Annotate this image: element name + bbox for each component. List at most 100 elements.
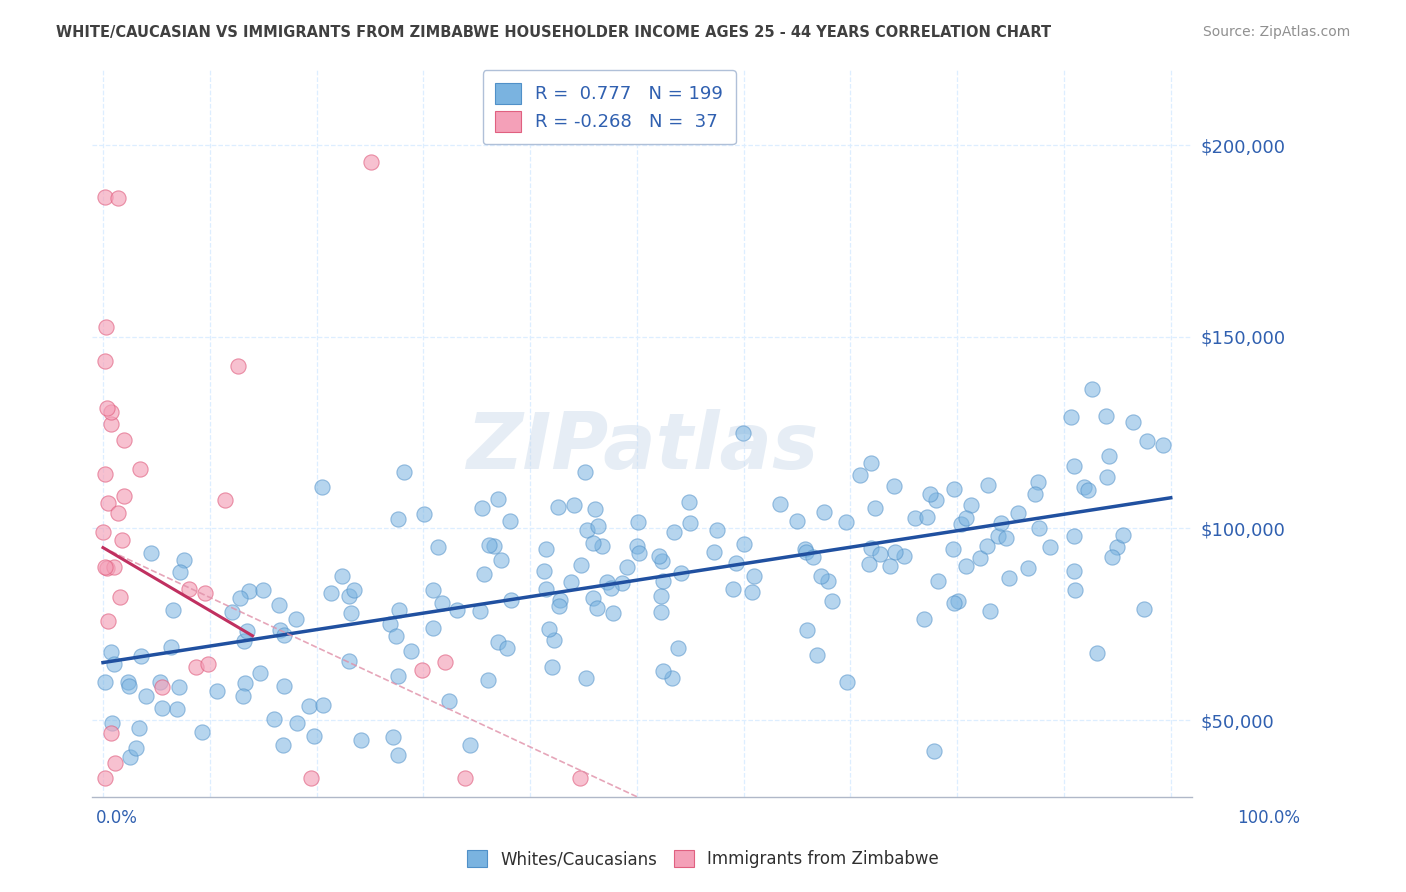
Point bbox=[1077, 483, 1099, 497]
Point bbox=[1097, 469, 1119, 483]
Point bbox=[103, 559, 125, 574]
Point bbox=[100, 644, 122, 658]
Point bbox=[169, 565, 191, 579]
Point bbox=[427, 540, 450, 554]
Point bbox=[343, 582, 366, 597]
Point bbox=[821, 594, 844, 608]
Point bbox=[678, 495, 700, 509]
Point bbox=[100, 405, 122, 419]
Point bbox=[1026, 475, 1049, 489]
Point bbox=[129, 648, 152, 663]
Point bbox=[769, 497, 792, 511]
Point bbox=[540, 659, 562, 673]
Point bbox=[173, 553, 195, 567]
Point bbox=[793, 541, 815, 556]
Point bbox=[650, 605, 672, 619]
Point bbox=[583, 502, 606, 516]
Point bbox=[108, 590, 131, 604]
Point bbox=[796, 545, 818, 559]
Point bbox=[319, 586, 342, 600]
Point bbox=[350, 732, 373, 747]
Point bbox=[706, 523, 728, 537]
Point bbox=[166, 702, 188, 716]
Point bbox=[252, 583, 274, 598]
Point bbox=[312, 698, 335, 712]
Point bbox=[927, 574, 949, 589]
Point bbox=[378, 617, 401, 632]
Point bbox=[94, 354, 117, 368]
Point bbox=[1136, 434, 1159, 449]
Point bbox=[160, 640, 183, 655]
Point bbox=[591, 539, 613, 553]
Point bbox=[100, 725, 122, 739]
Point bbox=[184, 660, 207, 674]
Point bbox=[1122, 415, 1144, 429]
Point bbox=[596, 574, 619, 589]
Point bbox=[786, 514, 808, 528]
Point bbox=[547, 500, 569, 515]
Point bbox=[602, 606, 624, 620]
Point bbox=[297, 698, 319, 713]
Point bbox=[472, 566, 495, 581]
Point bbox=[1017, 561, 1039, 575]
Point bbox=[387, 511, 409, 525]
Point bbox=[446, 603, 468, 617]
Point bbox=[488, 635, 510, 649]
Point bbox=[271, 738, 294, 752]
Point bbox=[534, 542, 557, 557]
Point bbox=[575, 671, 598, 685]
Point bbox=[969, 551, 991, 566]
Point bbox=[733, 537, 755, 551]
Point bbox=[865, 501, 887, 516]
Point bbox=[433, 655, 456, 669]
Point bbox=[499, 514, 522, 528]
Point bbox=[96, 401, 118, 416]
Point bbox=[741, 585, 763, 599]
Point bbox=[197, 657, 219, 671]
Point bbox=[946, 593, 969, 607]
Point bbox=[942, 483, 965, 497]
Point bbox=[269, 623, 291, 637]
Point bbox=[486, 492, 509, 507]
Point bbox=[112, 489, 135, 503]
Point bbox=[392, 465, 415, 479]
Point bbox=[167, 680, 190, 694]
Point bbox=[575, 523, 598, 537]
Point bbox=[337, 589, 360, 603]
Point bbox=[1064, 582, 1087, 597]
Point bbox=[1063, 564, 1085, 578]
Point bbox=[337, 654, 360, 668]
Point bbox=[661, 671, 683, 685]
Point bbox=[1060, 410, 1083, 425]
Point bbox=[801, 549, 824, 564]
Point bbox=[179, 582, 201, 596]
Point bbox=[979, 604, 1001, 618]
Point bbox=[651, 574, 673, 589]
Point bbox=[538, 622, 561, 636]
Point bbox=[950, 516, 973, 531]
Point bbox=[1094, 409, 1116, 424]
Point bbox=[835, 674, 858, 689]
Point bbox=[124, 741, 146, 756]
Point bbox=[960, 498, 983, 512]
Point bbox=[666, 640, 689, 655]
Point bbox=[284, 612, 307, 626]
Point bbox=[860, 541, 883, 555]
Point bbox=[387, 669, 409, 683]
Point bbox=[482, 539, 505, 553]
Point bbox=[724, 556, 747, 570]
Point bbox=[703, 544, 725, 558]
Point bbox=[586, 601, 609, 615]
Point bbox=[534, 582, 557, 596]
Point bbox=[422, 582, 444, 597]
Point bbox=[942, 596, 965, 610]
Point bbox=[858, 557, 880, 571]
Point bbox=[627, 546, 650, 560]
Legend: Whites/Caucasians, Immigrants from Zimbabwe: Whites/Caucasians, Immigrants from Zimba… bbox=[460, 843, 946, 875]
Point bbox=[548, 593, 571, 607]
Point bbox=[117, 679, 139, 693]
Point bbox=[149, 675, 172, 690]
Point bbox=[976, 539, 998, 553]
Point bbox=[458, 738, 481, 752]
Point bbox=[733, 425, 755, 440]
